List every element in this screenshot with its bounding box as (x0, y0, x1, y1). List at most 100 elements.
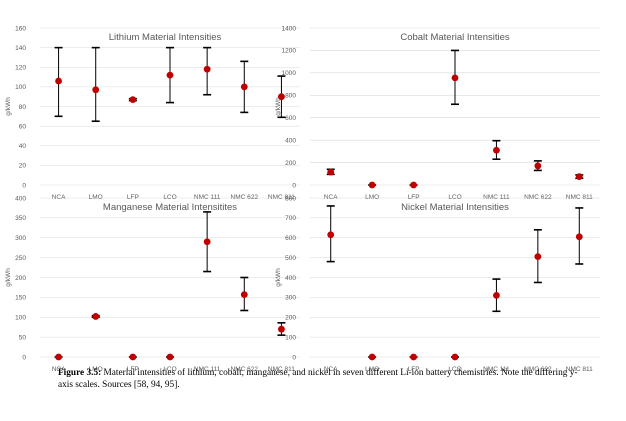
y-tick-label: 100 (15, 84, 26, 91)
y-tick-label: 100 (285, 334, 296, 341)
x-tick-label: LCO (448, 366, 461, 373)
x-tick-label: NMC 811 (566, 194, 593, 201)
chart-3: Nickel Material Intensities 0 100 200 300 400… (275, 195, 600, 373)
x-tick-label: NMC 622 (231, 366, 259, 373)
x-tick-label: NCA (52, 366, 66, 373)
data-point (327, 168, 335, 176)
data-point (203, 65, 211, 73)
x-tick-label: LCO (163, 194, 176, 201)
data-point (278, 325, 285, 333)
data-point (327, 231, 335, 239)
data-point (278, 93, 285, 101)
y-axis-label: g/kWh (275, 97, 282, 116)
x-tick-label: NMC 111 (483, 194, 510, 201)
y-tick-label: 250 (15, 255, 26, 262)
y-tick-label: 500 (285, 255, 296, 262)
y-tick-label: 0 (22, 354, 26, 361)
x-tick-label: LCO (163, 366, 176, 373)
y-tick-label: 800 (285, 195, 296, 202)
data-point (493, 291, 500, 299)
data-point (368, 181, 376, 189)
data-point (92, 313, 100, 320)
y-tick-label: 400 (15, 195, 26, 202)
x-tick-label: NMC 811 (566, 366, 593, 373)
y-tick-label: 400 (285, 275, 296, 282)
data-point (368, 353, 376, 361)
x-tick-label: NCA (52, 194, 66, 201)
y-tick-label: 600 (285, 115, 296, 122)
data-point (451, 353, 459, 361)
y-tick-label: 400 (285, 137, 296, 144)
x-tick-label: NMC 811 (268, 366, 295, 373)
chart-title: Cobalt Material Intensities (400, 32, 510, 43)
x-tick-label: LMO (365, 194, 379, 201)
data-point (92, 86, 100, 94)
y-axis-label: g/kWh (275, 268, 282, 287)
y-axis-label: g/kWh (5, 268, 12, 287)
y-tick-label: 200 (285, 315, 296, 322)
data-point (534, 253, 542, 261)
data-point (240, 83, 248, 91)
x-tick-label: LFP (408, 366, 420, 373)
y-tick-label: 40 (19, 143, 27, 150)
y-tick-label: 600 (285, 235, 296, 242)
x-tick-label: LCO (448, 194, 461, 201)
y-tick-label: 50 (19, 334, 27, 341)
data-point (55, 353, 62, 361)
data-point (575, 233, 583, 241)
y-tick-label: 200 (15, 275, 26, 282)
x-tick-label: LMO (365, 366, 379, 373)
data-point (55, 77, 62, 85)
x-tick-label: LFP (127, 194, 139, 201)
x-tick-label: LFP (127, 366, 139, 373)
data-point (410, 181, 417, 189)
y-tick-label: 0 (22, 182, 26, 189)
chart-1: Cobalt Material Intensities 0 200 400 600 800… (275, 25, 600, 201)
x-tick-label: LMO (89, 194, 103, 201)
y-tick-label: 1400 (282, 25, 297, 32)
x-tick-label: NCA (324, 366, 338, 373)
chart-title: Manganese Material Intensitites (103, 202, 237, 213)
y-tick-label: 300 (285, 295, 296, 302)
data-point (240, 291, 248, 298)
x-tick-label: NMC 622 (524, 366, 552, 373)
data-point (129, 96, 137, 104)
x-tick-label: NMC 622 (231, 194, 259, 201)
chart-0: Lithium Material Intensities 0 20 40 60 80 100… (5, 25, 300, 201)
y-tick-label: 200 (285, 160, 296, 167)
y-tick-label: 1000 (282, 70, 297, 77)
data-point (493, 146, 500, 154)
y-tick-label: 350 (15, 215, 26, 222)
y-tick-label: 60 (19, 123, 27, 130)
y-axis-label: g/kWh (5, 97, 12, 116)
chart-title: Nickel Material Intensities (401, 202, 509, 213)
x-tick-label: NMC 111 (194, 366, 221, 373)
x-tick-label: NCA (324, 194, 338, 201)
charts-svg: Lithium Material Intensities 0 20 40 60 80 100… (5, 25, 600, 373)
data-point (451, 74, 459, 82)
y-tick-label: 100 (15, 315, 26, 322)
chart-title: Lithium Material Intensities (109, 32, 222, 43)
data-point (410, 353, 417, 361)
data-point (166, 71, 174, 79)
y-tick-label: 140 (15, 45, 26, 52)
y-tick-label: 0 (292, 354, 296, 361)
y-tick-label: 1200 (282, 48, 297, 55)
x-tick-label: LFP (408, 194, 420, 201)
x-tick-label: NMC 811 (268, 194, 295, 201)
data-point (534, 162, 542, 170)
data-point (203, 238, 211, 246)
x-tick-label: LMO (89, 366, 103, 373)
x-tick-label: NMC 111 (483, 366, 510, 373)
y-tick-label: 300 (15, 235, 26, 242)
y-tick-label: 0 (292, 182, 296, 189)
y-tick-label: 120 (15, 65, 26, 72)
caption-text: Material intensities of lithium, cobalt,… (58, 368, 578, 390)
y-tick-label: 80 (19, 104, 27, 111)
y-tick-label: 150 (15, 295, 26, 302)
y-tick-label: 160 (15, 25, 26, 32)
caption-label: Figure 3.5: (58, 368, 102, 378)
x-tick-label: NMC 622 (524, 194, 552, 201)
data-point (129, 353, 137, 361)
data-point (166, 353, 174, 361)
